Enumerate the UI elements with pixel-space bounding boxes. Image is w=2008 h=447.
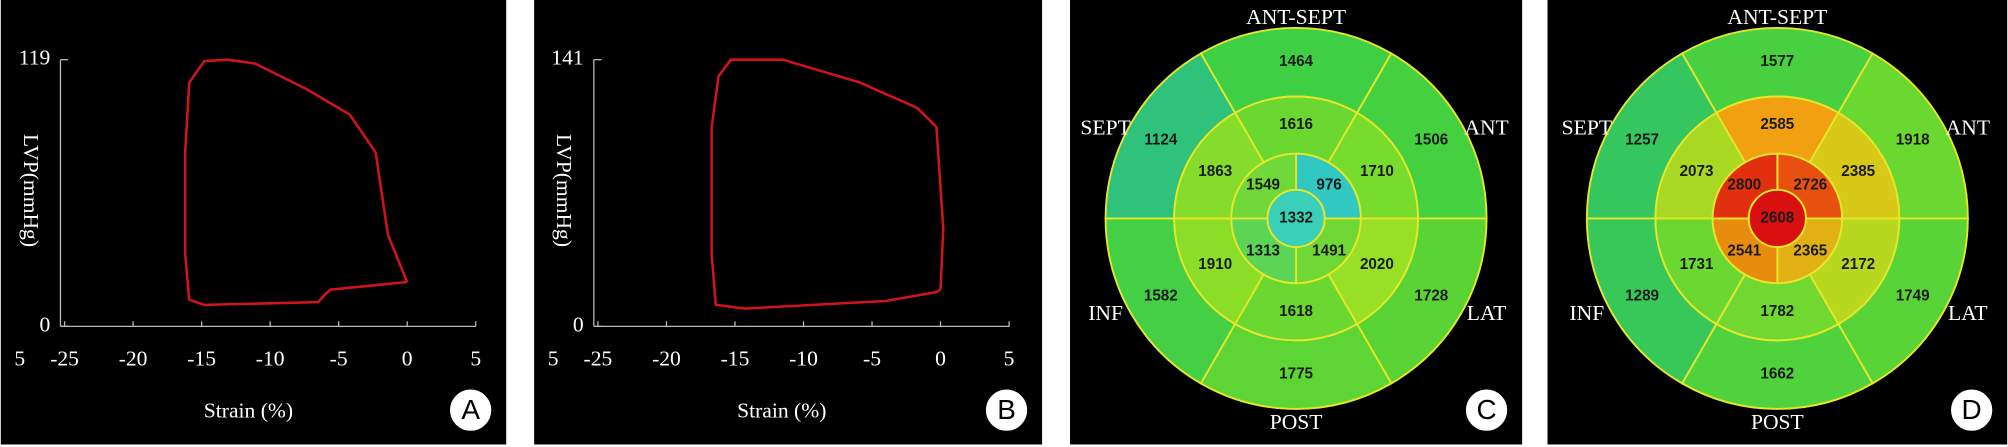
cropped-tick-label: 5 [14,347,25,371]
x-tick-label: -15 [187,347,216,371]
segment-value: 1491 [1312,242,1346,259]
y-axis-title: LVP(mmHg) [552,134,576,247]
x-tick-label: -15 [721,347,750,371]
segment-value: 1506 [1414,131,1448,148]
x-tick-label: -20 [119,347,148,371]
segment-value: 2726 [1793,176,1827,193]
x-tick-label: 0 [935,347,946,371]
panel-letter-badge [983,387,1030,433]
segment-value: 2172 [1841,256,1875,273]
x-tick-label: -10 [789,347,818,371]
segment-value: 1464 [1279,53,1313,70]
segment-value: 1618 [1279,303,1313,320]
segment-value: 1731 [1680,256,1714,273]
segment-value: 2020 [1360,256,1394,273]
panel-background [0,0,507,445]
segment-value: 2800 [1727,176,1761,193]
wall-label: SEPT [1080,115,1130,139]
segment-value: 1577 [1760,53,1794,70]
y-tick-label: 141 [551,46,583,70]
x-tick-label: -25 [584,347,613,371]
segment-value: 1749 [1896,288,1930,305]
segment-value: 2073 [1680,163,1714,180]
cropped-tick-label: 5 [548,347,559,371]
segment-value: 1863 [1198,163,1232,180]
wall-label: POST [1270,410,1323,434]
y-tick-label: 0 [40,312,51,336]
x-axis-title: Strain (%) [737,399,826,423]
wall-label: POST [1751,410,1804,434]
panel: 1464 1506 1728 1775 1582 1124 1616 1710 2020 1618… [1070,0,1523,445]
pressure-strain-loop [710,58,945,310]
y-axis-title: LVP(mmHg) [19,134,43,247]
segment-value: 1728 [1414,288,1448,305]
panel-background [534,0,1043,445]
segment-value: 2608 [1760,209,1794,226]
panel-letter-badge [448,387,494,433]
x-tick-label: 5 [1004,347,1015,371]
segment-value: 1124 [1144,131,1178,148]
segment-value: 1662 [1760,366,1794,383]
segment-value: 1332 [1279,209,1313,226]
segment-value: 2585 [1760,116,1794,133]
x-tick-label: 0 [402,347,413,371]
panel-letter: D [1962,394,1982,425]
segment-value: 1313 [1246,242,1280,259]
x-tick-label: -25 [50,347,79,371]
segment-value: 1782 [1760,303,1794,320]
x-tick-label: -5 [863,347,881,371]
segment-value: 1257 [1625,131,1659,148]
panel-letter: B [997,394,1016,425]
segment-value: 2365 [1793,242,1827,259]
apex-segment [1747,188,1807,248]
apex-segment [1266,188,1326,248]
segment-value: 1775 [1279,366,1313,383]
wall-label: ANT-SEPT [1246,5,1346,29]
segment-value: 1289 [1625,288,1659,305]
x-axis-title: Strain (%) [204,399,293,423]
x-tick-label: -10 [256,347,285,371]
wall-label: LAT [1467,301,1507,325]
panel-letter: C [1476,394,1496,425]
segment-value: 2541 [1727,242,1761,259]
x-tick-label: -20 [652,347,681,371]
wall-label: ANT-SEPT [1727,5,1827,29]
wall-label: INF [1088,301,1123,325]
segment-value: 1710 [1360,163,1394,180]
segment-value: 1616 [1279,116,1313,133]
y-tick-label: 119 [19,46,51,70]
wall-label: LAT [1948,301,1988,325]
x-tick-label: 5 [470,347,481,371]
segment-value: 1549 [1246,176,1280,193]
segment-value: 1582 [1144,288,1178,305]
x-tick-label: -5 [330,347,348,371]
segment-value: 1918 [1896,131,1930,148]
wall-label: ANT [1946,115,1990,139]
y-tick-label: 0 [573,312,584,336]
wall-label: INF [1569,301,1604,325]
segment-value: 1910 [1198,256,1232,273]
segment-value: 2385 [1841,163,1875,180]
segment-value: 976 [1316,176,1341,193]
wall-label: SEPT [1562,115,1612,139]
panel: 1577 1918 1749 1662 1289 1257 2585 2385 2172 1782… [1547,0,2008,445]
panel-letter-badge [1464,387,1510,433]
pressure-strain-loop [183,58,409,307]
wall-label: ANT [1464,115,1508,139]
panel-letter-badge [1949,387,1995,433]
panel-letter: A [461,394,480,425]
